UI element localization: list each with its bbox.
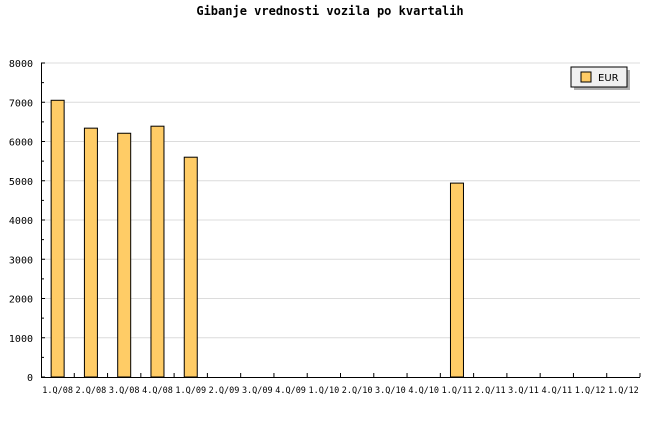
x-tick-label: 3.Q/10 [375, 386, 406, 396]
y-tick-label: 5000 [9, 177, 33, 188]
x-tick-label: 4.Q/08 [142, 386, 173, 396]
bar [183, 156, 198, 378]
x-tick-label: 2.Q/10 [342, 386, 373, 396]
x-tick-label: 1.Q/11 [442, 386, 473, 396]
x-tick-label: 1.Q/10 [309, 386, 340, 396]
bar [150, 125, 165, 378]
x-tick-label: 3.Q/08 [109, 386, 140, 396]
legend: EUR [570, 66, 630, 90]
y-tick-label: 8000 [9, 59, 33, 70]
gridlines [41, 62, 640, 339]
x-tick-label: 1.Q/08 [42, 386, 73, 396]
x-tick-label: 2.Q/09 [209, 386, 240, 396]
bar [83, 127, 98, 378]
y-tick-label: 1000 [9, 334, 33, 345]
y-tick-label: 6000 [9, 138, 33, 149]
bar [449, 182, 464, 378]
bar [50, 99, 65, 378]
legend-swatch [580, 71, 592, 83]
y-tick-label: 2000 [9, 295, 33, 306]
x-tick-label: 1.Q/12 [608, 386, 639, 396]
y-tick-label: 7000 [9, 98, 33, 109]
x-tick-label: 4.Q/10 [408, 386, 439, 396]
x-tick-label: 4.Q/11 [541, 386, 572, 396]
chart-title: Gibanje vrednosti vozila po kvartalih [196, 4, 463, 18]
y-tick-label: 3000 [9, 255, 33, 266]
x-tick-label: 4.Q/09 [275, 386, 306, 396]
x-tick-label: 1.Q/09 [175, 386, 206, 396]
y-tick-label: 4000 [9, 216, 33, 227]
x-tick-label: 2.Q/08 [76, 386, 107, 396]
x-tick-label: 3.Q/11 [508, 386, 539, 396]
x-tick-label: 3.Q/09 [242, 386, 273, 396]
bar [117, 132, 132, 378]
x-tick-label: 1.Q/12 [575, 386, 606, 396]
x-tick-label: 2.Q/11 [475, 386, 506, 396]
legend-label: EUR [598, 73, 619, 84]
y-tick-label: 0 [27, 373, 33, 384]
